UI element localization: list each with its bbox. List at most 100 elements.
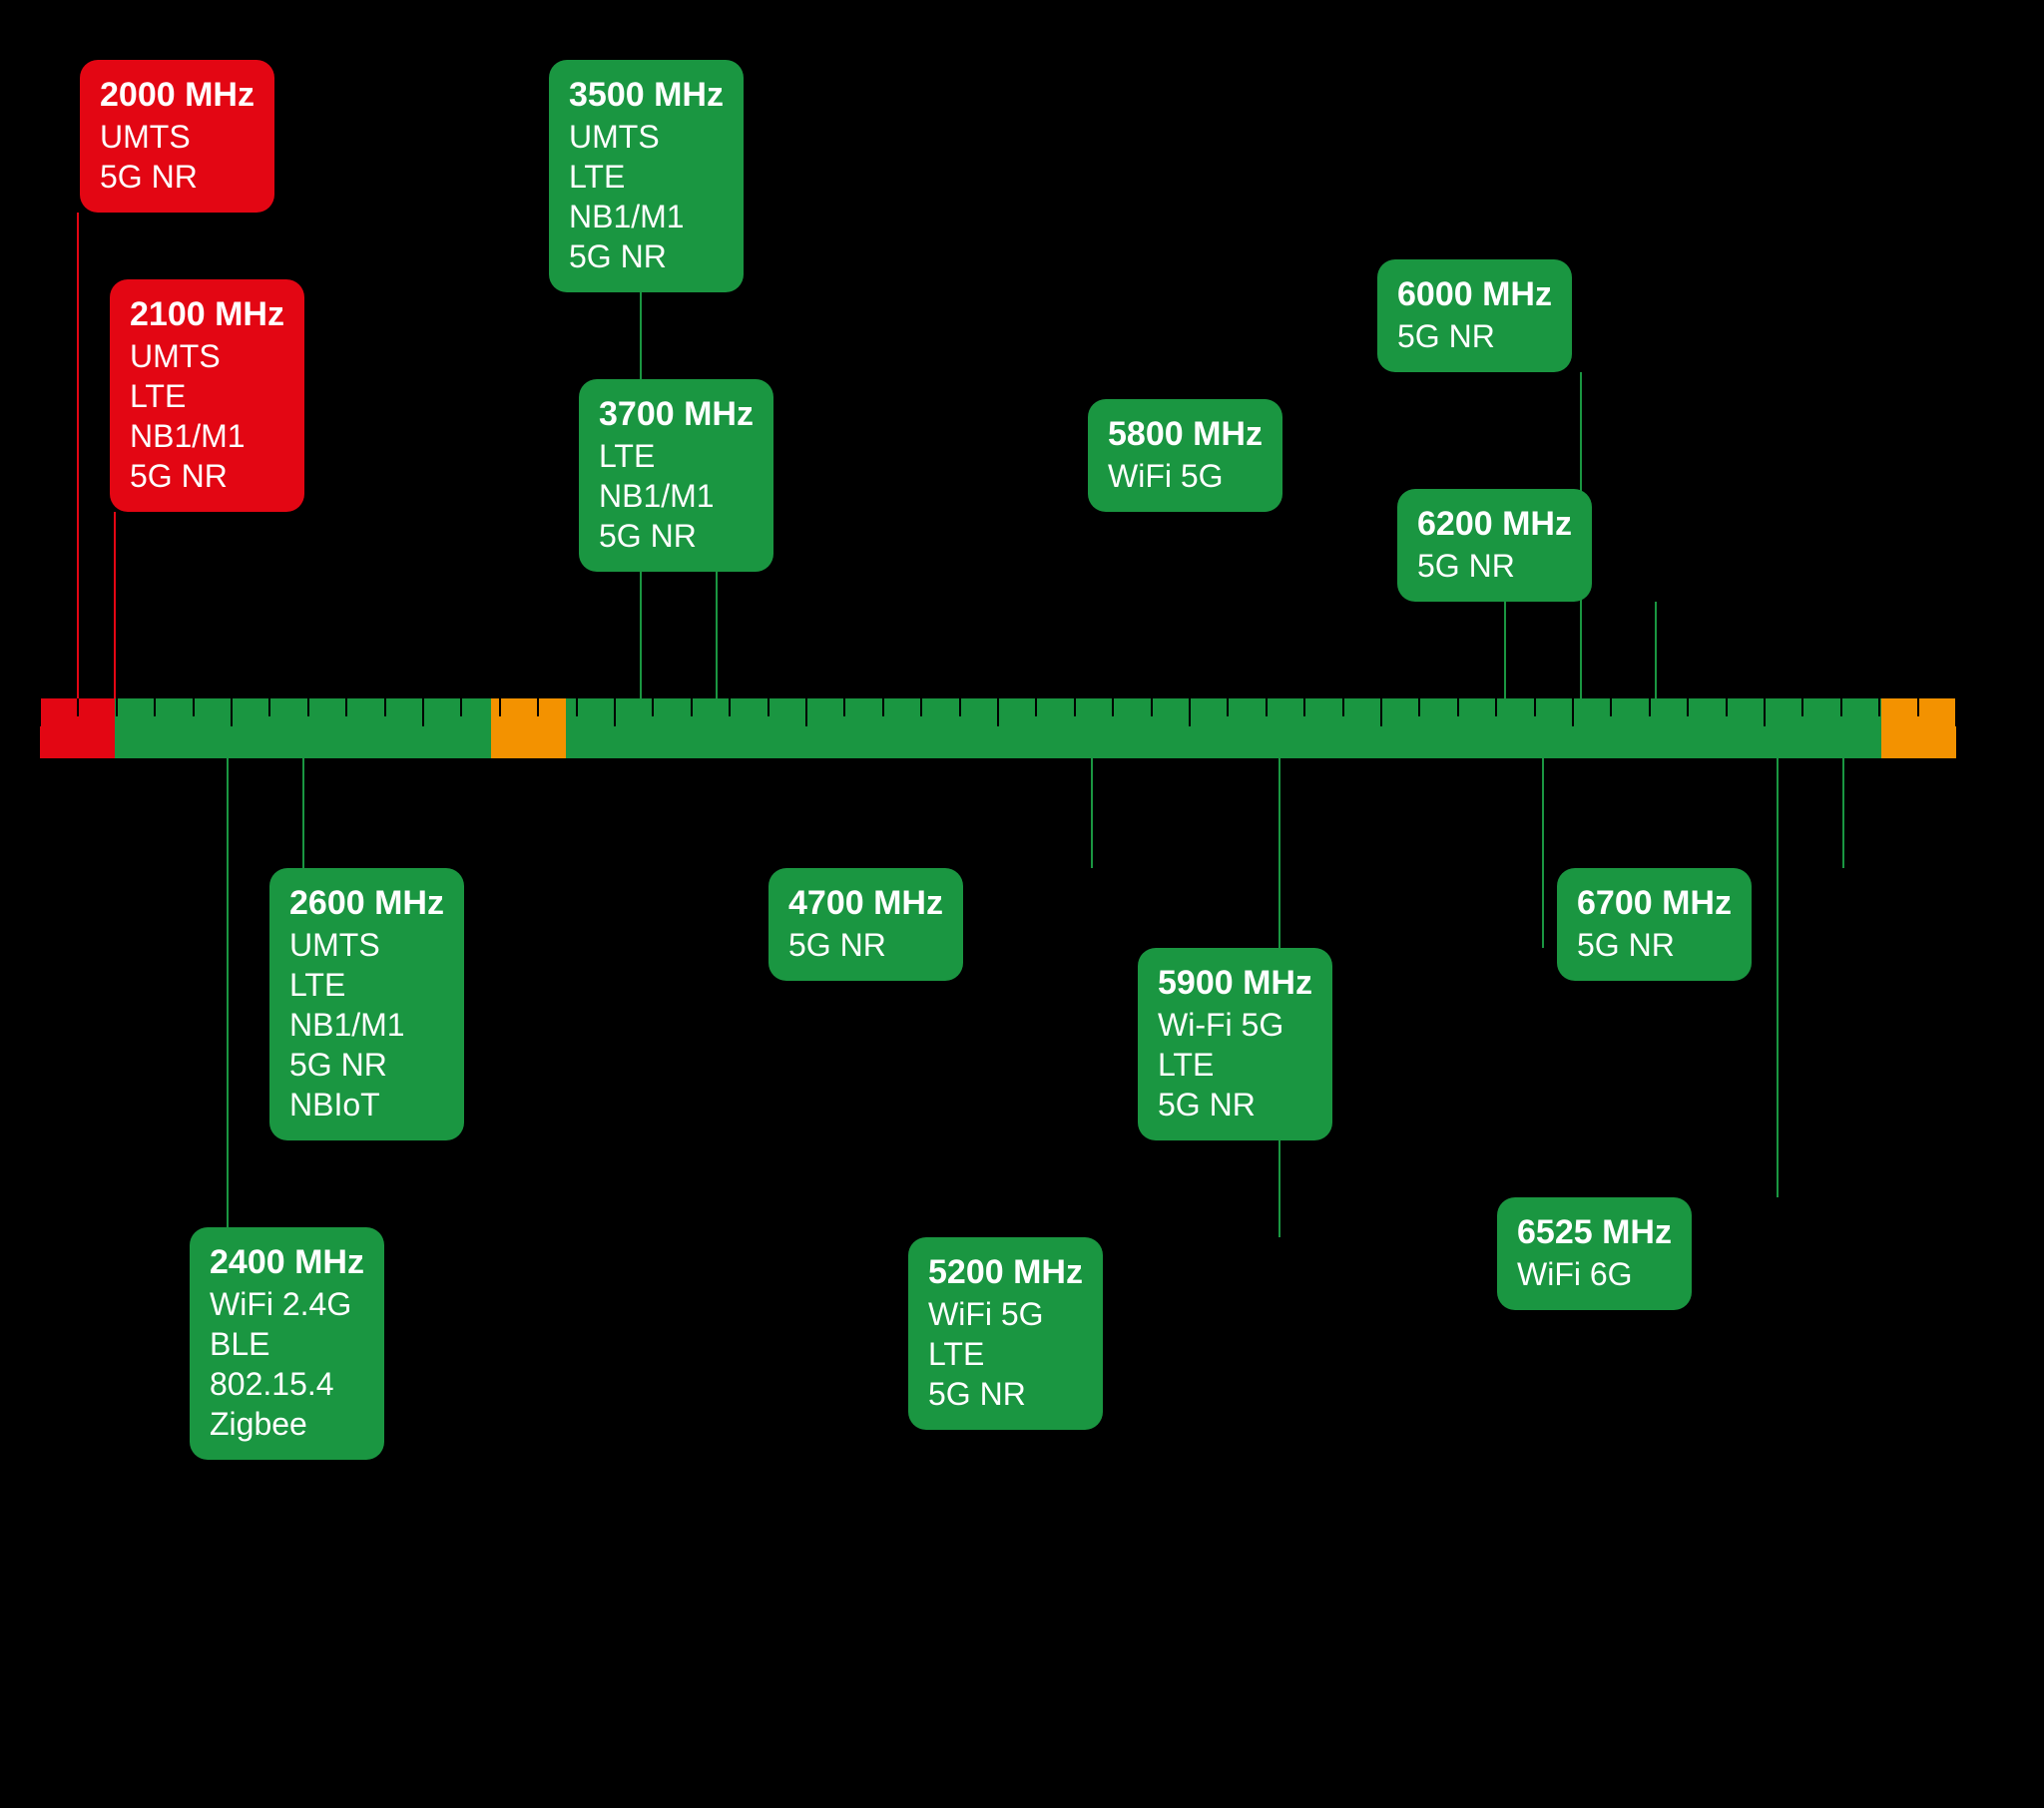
tech-label: BLE bbox=[210, 1324, 364, 1364]
freq-card-3500: 3500 MHzUMTSLTENB1/M15G NR bbox=[549, 60, 744, 292]
freq-card-5800: 5800 MHzWiFi 5G bbox=[1088, 399, 1282, 512]
freq-title: 3500 MHz bbox=[569, 74, 724, 117]
axis-tick bbox=[268, 698, 270, 716]
axis-tick bbox=[1342, 698, 1344, 716]
axis-tick bbox=[39, 698, 41, 726]
axis-tick bbox=[1840, 698, 1842, 716]
tech-label: LTE bbox=[130, 376, 284, 416]
axis-tick bbox=[116, 698, 118, 716]
axis-tick bbox=[154, 698, 156, 716]
freq-title: 2100 MHz bbox=[130, 293, 284, 336]
axis-tick bbox=[193, 698, 195, 716]
tech-label: LTE bbox=[289, 965, 444, 1005]
freq-title: 2400 MHz bbox=[210, 1241, 364, 1284]
axis-tick bbox=[1457, 698, 1459, 716]
freq-title: 6000 MHz bbox=[1397, 273, 1552, 316]
axis-tick bbox=[767, 698, 769, 716]
tech-label: 5G NR bbox=[569, 236, 724, 276]
connector-line bbox=[1777, 758, 1779, 1197]
tech-label: LTE bbox=[599, 436, 754, 476]
tech-label: 5G NR bbox=[289, 1045, 444, 1085]
tech-label: UMTS bbox=[100, 117, 255, 157]
axis-tick bbox=[691, 698, 693, 716]
axis-tick bbox=[460, 698, 462, 716]
axis-tick bbox=[77, 698, 79, 716]
freq-card-2400: 2400 MHzWiFi 2.4GBLE802.15.4Zigbee bbox=[190, 1227, 384, 1460]
tech-label: 5G NR bbox=[788, 925, 943, 965]
axis-tick bbox=[1764, 698, 1766, 726]
axis-tick bbox=[1074, 698, 1076, 716]
axis-tick bbox=[384, 698, 386, 716]
freq-card-6000: 6000 MHz5G NR bbox=[1377, 259, 1572, 372]
tech-label: WiFi 5G bbox=[1108, 456, 1263, 496]
axis-tick bbox=[1189, 698, 1191, 726]
freq-card-2100: 2100 MHzUMTSLTENB1/M15G NR bbox=[110, 279, 304, 512]
connector-line bbox=[716, 572, 718, 699]
freq-card-5900: 5900 MHzWi-Fi 5GLTE5G NR bbox=[1138, 948, 1332, 1140]
tech-label: NB1/M1 bbox=[130, 416, 284, 456]
freq-title: 2600 MHz bbox=[289, 882, 444, 925]
spectrum-diagram: { "layout": { "canvas_w": 2048, "canvas_… bbox=[0, 0, 2044, 1808]
axis-tick bbox=[1649, 698, 1651, 716]
axis-tick bbox=[231, 698, 233, 726]
axis-tick bbox=[1801, 698, 1803, 716]
freq-title: 2000 MHz bbox=[100, 74, 255, 117]
tech-label: WiFi 6G bbox=[1517, 1254, 1672, 1294]
axis-tick bbox=[1495, 698, 1497, 716]
axis-tick bbox=[576, 698, 578, 716]
axis-tick bbox=[1303, 698, 1305, 716]
axis-tick bbox=[652, 698, 654, 716]
freq-card-2600: 2600 MHzUMTSLTENB1/M15G NRNBIoT bbox=[269, 868, 464, 1140]
tech-label: Zigbee bbox=[210, 1404, 364, 1444]
connector-line bbox=[1655, 602, 1657, 699]
freq-title: 5800 MHz bbox=[1108, 413, 1263, 456]
axis-tick bbox=[1151, 698, 1153, 716]
axis-tick bbox=[1687, 698, 1689, 716]
axis-tick bbox=[1534, 698, 1536, 716]
freq-card-6200: 6200 MHz5G NR bbox=[1397, 489, 1592, 602]
spectrum-segment bbox=[491, 698, 566, 758]
tech-label: LTE bbox=[569, 157, 724, 197]
axis-tick bbox=[1266, 698, 1268, 716]
connector-line bbox=[1542, 758, 1544, 948]
axis-tick bbox=[1380, 698, 1382, 726]
axis-tick bbox=[1112, 698, 1114, 716]
freq-title: 3700 MHz bbox=[599, 393, 754, 436]
tech-label: NBIoT bbox=[289, 1085, 444, 1125]
freq-card-4700: 4700 MHz5G NR bbox=[768, 868, 963, 981]
axis-tick bbox=[843, 698, 845, 716]
freq-card-2000: 2000 MHzUMTS5G NR bbox=[80, 60, 274, 213]
tech-label: 5G NR bbox=[1397, 316, 1552, 356]
axis-tick bbox=[1878, 698, 1880, 716]
axis-tick bbox=[729, 698, 731, 716]
tech-label: NB1/M1 bbox=[289, 1005, 444, 1045]
axis-tick bbox=[997, 698, 999, 726]
connector-line bbox=[1842, 758, 1844, 868]
tech-label: UMTS bbox=[569, 117, 724, 157]
freq-card-3700: 3700 MHzLTENB1/M15G NR bbox=[579, 379, 773, 572]
tech-label: 5G NR bbox=[928, 1374, 1083, 1414]
spectrum-segment bbox=[115, 698, 490, 758]
tech-label: 5G NR bbox=[1417, 546, 1572, 586]
axis-tick bbox=[1035, 698, 1037, 716]
freq-title: 4700 MHz bbox=[788, 882, 943, 925]
tech-label: Wi-Fi 5G bbox=[1158, 1005, 1312, 1045]
tech-label: 5G NR bbox=[100, 157, 255, 197]
axis-tick bbox=[1955, 698, 1957, 726]
axis-tick bbox=[1227, 698, 1229, 716]
axis-tick bbox=[422, 698, 424, 726]
tech-label: 5G NR bbox=[1158, 1085, 1312, 1125]
tech-label: UMTS bbox=[289, 925, 444, 965]
axis-tick bbox=[499, 698, 501, 716]
axis-tick bbox=[920, 698, 922, 716]
axis-tick bbox=[959, 698, 961, 716]
freq-title: 6700 MHz bbox=[1577, 882, 1732, 925]
axis-tick bbox=[614, 698, 616, 726]
freq-title: 5900 MHz bbox=[1158, 962, 1312, 1005]
tech-label: NB1/M1 bbox=[569, 197, 724, 236]
spectrum-segment bbox=[566, 698, 1881, 758]
tech-label: LTE bbox=[928, 1334, 1083, 1374]
tech-label: WiFi 2.4G bbox=[210, 1284, 364, 1324]
freq-title: 6200 MHz bbox=[1417, 503, 1572, 546]
freq-title: 6525 MHz bbox=[1517, 1211, 1672, 1254]
